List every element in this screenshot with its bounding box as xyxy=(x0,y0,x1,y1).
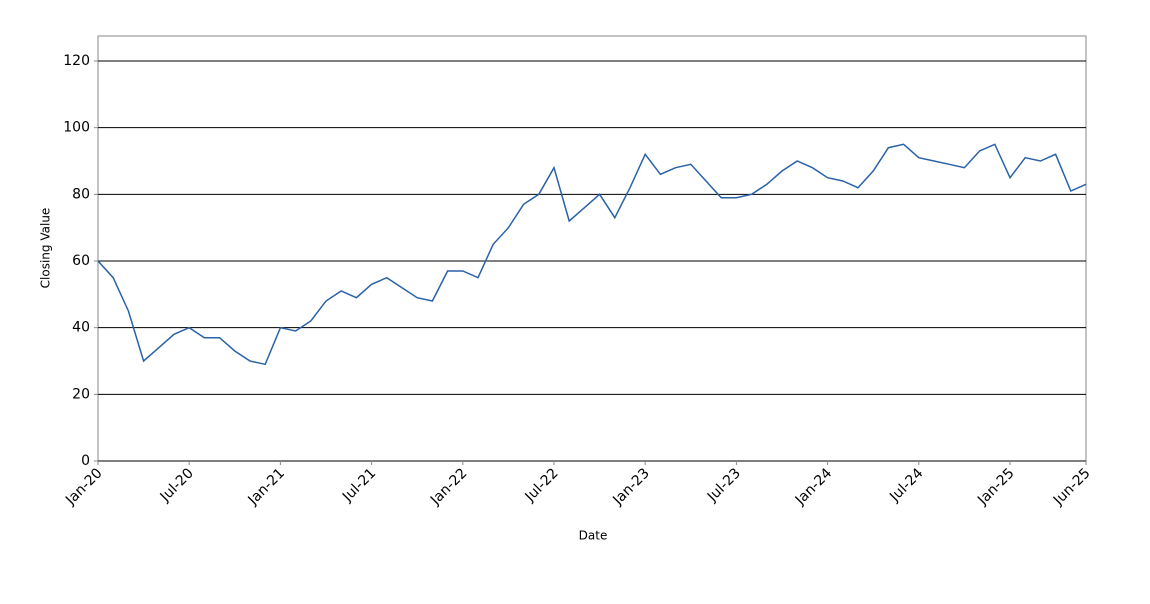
y-tick-label: 60 xyxy=(72,253,90,269)
x-tick-label: Jul-22 xyxy=(522,465,562,505)
x-tick-label: Jul-21 xyxy=(339,465,379,505)
y-axis-label: Closing Value xyxy=(39,208,53,289)
x-tick-label: Jan-22 xyxy=(427,465,470,508)
x-tick-label: Jul-23 xyxy=(704,465,744,505)
plot-area xyxy=(97,35,1087,462)
x-axis-label: Date xyxy=(579,529,608,543)
x-tick-label: Jan-25 xyxy=(974,465,1017,508)
y-tick-label: 40 xyxy=(72,320,90,336)
x-tick-label: Jan-20 xyxy=(62,465,105,508)
x-tick-label: Jan-21 xyxy=(245,465,288,508)
y-tick-label: 80 xyxy=(72,186,90,202)
y-tick-label: 0 xyxy=(81,453,90,469)
x-tick-label: Jun-25 xyxy=(1050,465,1094,509)
x-tick-label: Jul-20 xyxy=(157,465,197,505)
y-tick-label: 120 xyxy=(63,53,90,69)
line-series xyxy=(97,143,1087,366)
y-tick-label: 20 xyxy=(72,386,90,402)
x-tick-label: Jan-24 xyxy=(792,465,836,509)
x-tick-label: Jul-24 xyxy=(886,465,926,505)
y-tick-label: 100 xyxy=(63,120,90,136)
x-tick-label: Jan-23 xyxy=(609,465,652,508)
